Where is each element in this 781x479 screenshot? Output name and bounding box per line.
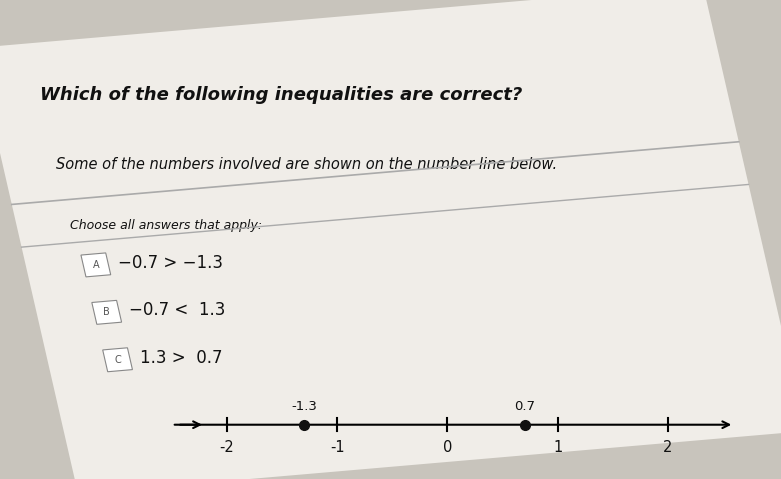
FancyBboxPatch shape <box>102 348 133 372</box>
Text: 0: 0 <box>443 440 452 455</box>
Text: A: A <box>92 260 99 270</box>
Text: -1: -1 <box>330 440 344 455</box>
Text: −0.7 > −1.3: −0.7 > −1.3 <box>118 254 223 272</box>
Text: Choose all answers that apply:: Choose all answers that apply: <box>70 219 262 232</box>
Text: -1.3: -1.3 <box>291 400 317 413</box>
Text: C: C <box>114 355 121 365</box>
Text: Some of the numbers involved are shown on the number line below.: Some of the numbers involved are shown o… <box>56 157 558 172</box>
Text: -2: -2 <box>219 440 234 455</box>
Text: Which of the following inequalities are correct?: Which of the following inequalities are … <box>40 86 522 104</box>
FancyBboxPatch shape <box>92 300 122 324</box>
Text: B: B <box>103 308 110 317</box>
FancyBboxPatch shape <box>81 253 111 277</box>
Text: 1.3 >  0.7: 1.3 > 0.7 <box>140 349 223 367</box>
Text: 0.7: 0.7 <box>514 400 535 413</box>
Text: −0.7 <  1.3: −0.7 < 1.3 <box>129 301 226 319</box>
Text: 1: 1 <box>553 440 562 455</box>
Text: 2: 2 <box>663 440 672 455</box>
